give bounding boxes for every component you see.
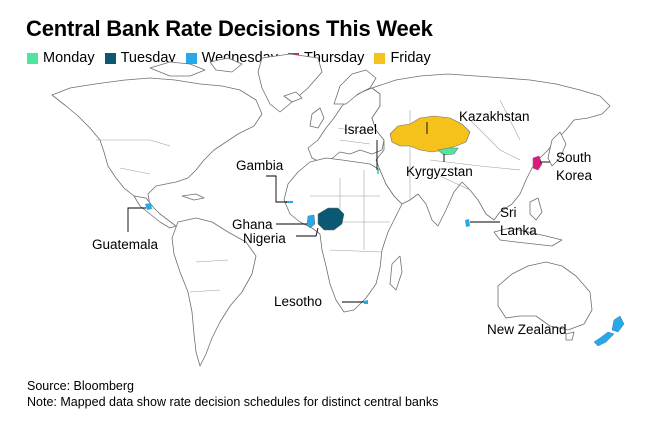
highlighted-countries — [145, 115, 625, 347]
label-south-korea-line2: Korea — [556, 168, 593, 183]
lesotho-shape — [364, 300, 368, 304]
legend-item-friday: Friday — [374, 50, 431, 66]
scandinavia — [333, 69, 377, 105]
gambia-leader — [266, 175, 287, 203]
chart-title: Central Bank Rate Decisions This Week — [26, 16, 433, 41]
nigeria-shape — [317, 207, 345, 231]
tasmania — [565, 331, 575, 341]
methodology-note: Note: Mapped data show rate decision sch… — [27, 395, 439, 409]
legend-label-monday: Monday — [43, 50, 95, 66]
legend-swatch-wednesday — [185, 52, 197, 64]
new-zealand-north-shape — [611, 315, 625, 333]
footer: Source: Bloomberg Note: Mapped data show… — [27, 378, 438, 410]
arctic-islands-2 — [209, 57, 243, 73]
country-labels: Israel Kazakhstan Kyrgyzstan South Korea… — [92, 109, 593, 337]
leader-lines — [127, 122, 550, 303]
kyrgyzstan-shape — [437, 147, 459, 156]
label-ghana: Ghana — [232, 217, 273, 232]
uk — [309, 107, 325, 129]
madagascar — [389, 255, 403, 291]
guatemala-leader — [127, 207, 146, 232]
nigeria-leader — [296, 227, 319, 237]
legend-label-friday: Friday — [390, 50, 431, 66]
sri-lanka-shape — [465, 219, 470, 227]
legend-swatch-friday — [374, 52, 386, 64]
source-note: Source: Bloomberg — [27, 379, 135, 393]
japan — [547, 131, 567, 167]
legend-swatch-monday — [27, 52, 38, 64]
south-america — [171, 217, 257, 367]
label-kyrgyzstan: Kyrgyzstan — [406, 164, 473, 179]
central-america — [133, 195, 177, 229]
legend-item-monday: Monday — [27, 50, 95, 66]
caribbean — [181, 193, 205, 201]
label-gambia: Gambia — [236, 158, 284, 173]
label-israel: Israel — [344, 122, 377, 137]
guatemala-shape — [145, 203, 152, 210]
legend-swatch-tuesday — [104, 52, 116, 64]
label-guatemala: Guatemala — [92, 237, 159, 252]
ghana-shape — [306, 214, 316, 229]
africa — [283, 157, 403, 313]
label-new-zealand: New Zealand — [487, 322, 567, 337]
label-nigeria: Nigeria — [243, 231, 286, 246]
asia — [371, 73, 611, 227]
legend-item-tuesday: Tuesday — [104, 50, 176, 66]
philippines — [529, 197, 543, 221]
israel-shape — [377, 170, 379, 174]
label-sri-lanka-line2: Lanka — [500, 223, 537, 238]
southeast-asia-islands — [493, 227, 563, 247]
legend-label-tuesday: Tuesday — [120, 50, 176, 66]
label-kazakhstan: Kazakhstan — [459, 109, 530, 124]
label-south-korea-line1: South — [556, 150, 591, 165]
greenland — [257, 53, 323, 113]
label-sri-lanka-line1: Sri — [500, 205, 517, 220]
south-korea-shape — [532, 155, 543, 171]
australia — [497, 261, 593, 331]
iceland — [283, 91, 303, 103]
label-lesotho: Lesotho — [274, 294, 322, 309]
arctic-islands — [149, 61, 206, 77]
gambia-shape — [286, 201, 293, 203]
new-zealand-south-shape — [593, 331, 615, 347]
kazakhstan-shape — [389, 115, 471, 153]
